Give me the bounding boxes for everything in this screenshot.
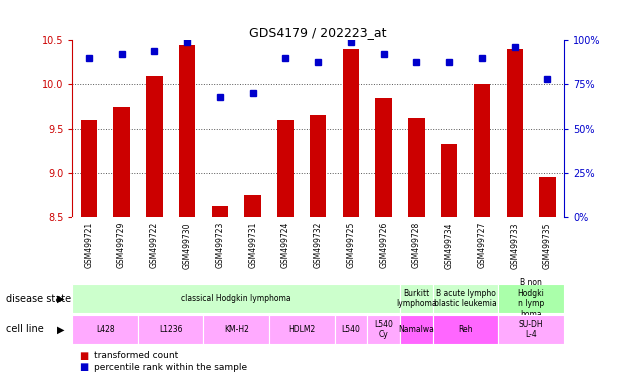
Bar: [179, 45, 195, 217]
Bar: [146, 76, 163, 217]
Bar: [343, 49, 359, 217]
Bar: [474, 84, 490, 217]
Text: GSM499729: GSM499729: [117, 222, 126, 268]
Text: L428: L428: [96, 325, 115, 334]
Text: B non
Hodgki
n lymp
homa: B non Hodgki n lymp homa: [518, 278, 544, 319]
Bar: [277, 120, 294, 217]
Text: GSM499727: GSM499727: [478, 222, 486, 268]
Text: L1236: L1236: [159, 325, 183, 334]
Text: percentile rank within the sample: percentile rank within the sample: [94, 363, 248, 372]
Text: Reh: Reh: [458, 325, 473, 334]
Text: SU-DH
L-4: SU-DH L-4: [518, 319, 544, 339]
Bar: [138, 315, 203, 344]
Text: GSM499723: GSM499723: [215, 222, 224, 268]
Text: GSM499733: GSM499733: [510, 222, 519, 268]
Text: cell line: cell line: [6, 324, 44, 334]
Text: GSM499731: GSM499731: [248, 222, 257, 268]
Bar: [335, 315, 367, 344]
Text: L540: L540: [341, 325, 360, 334]
Bar: [408, 118, 425, 217]
Text: GSM499735: GSM499735: [543, 222, 552, 268]
Text: L540
Cy: L540 Cy: [374, 319, 393, 339]
Bar: [367, 315, 400, 344]
Text: ■: ■: [79, 351, 88, 361]
Text: classical Hodgkin lymphoma: classical Hodgkin lymphoma: [181, 294, 291, 303]
Bar: [269, 315, 335, 344]
Text: GSM499730: GSM499730: [183, 222, 192, 268]
Bar: [244, 195, 261, 217]
Text: GSM499732: GSM499732: [314, 222, 323, 268]
Text: ▶: ▶: [57, 293, 65, 304]
Bar: [400, 315, 433, 344]
Text: KM-H2: KM-H2: [224, 325, 249, 334]
Bar: [498, 315, 564, 344]
Bar: [375, 98, 392, 217]
Bar: [498, 284, 564, 313]
Bar: [72, 315, 138, 344]
Bar: [539, 177, 556, 217]
Text: Burkitt
lymphoma: Burkitt lymphoma: [396, 289, 437, 308]
Bar: [212, 206, 228, 217]
Text: ■: ■: [79, 362, 88, 372]
Text: GSM499721: GSM499721: [84, 222, 93, 268]
Bar: [310, 115, 326, 217]
Text: GSM499728: GSM499728: [412, 222, 421, 268]
Text: GSM499725: GSM499725: [346, 222, 355, 268]
Bar: [203, 315, 269, 344]
Bar: [507, 49, 523, 217]
Bar: [433, 284, 498, 313]
Bar: [441, 144, 457, 217]
Text: GSM499734: GSM499734: [445, 222, 454, 268]
Text: ▶: ▶: [57, 324, 65, 334]
Title: GDS4179 / 202223_at: GDS4179 / 202223_at: [249, 26, 387, 39]
Bar: [113, 107, 130, 217]
Text: GSM499722: GSM499722: [150, 222, 159, 268]
Text: HDLM2: HDLM2: [288, 325, 316, 334]
Bar: [433, 315, 498, 344]
Text: Namalwa: Namalwa: [399, 325, 434, 334]
Text: GSM499726: GSM499726: [379, 222, 388, 268]
Text: transformed count: transformed count: [94, 351, 179, 361]
Bar: [72, 284, 400, 313]
Text: B acute lympho
blastic leukemia: B acute lympho blastic leukemia: [434, 289, 497, 308]
Text: GSM499724: GSM499724: [281, 222, 290, 268]
Bar: [400, 284, 433, 313]
Text: disease state: disease state: [6, 293, 71, 304]
Bar: [81, 120, 97, 217]
